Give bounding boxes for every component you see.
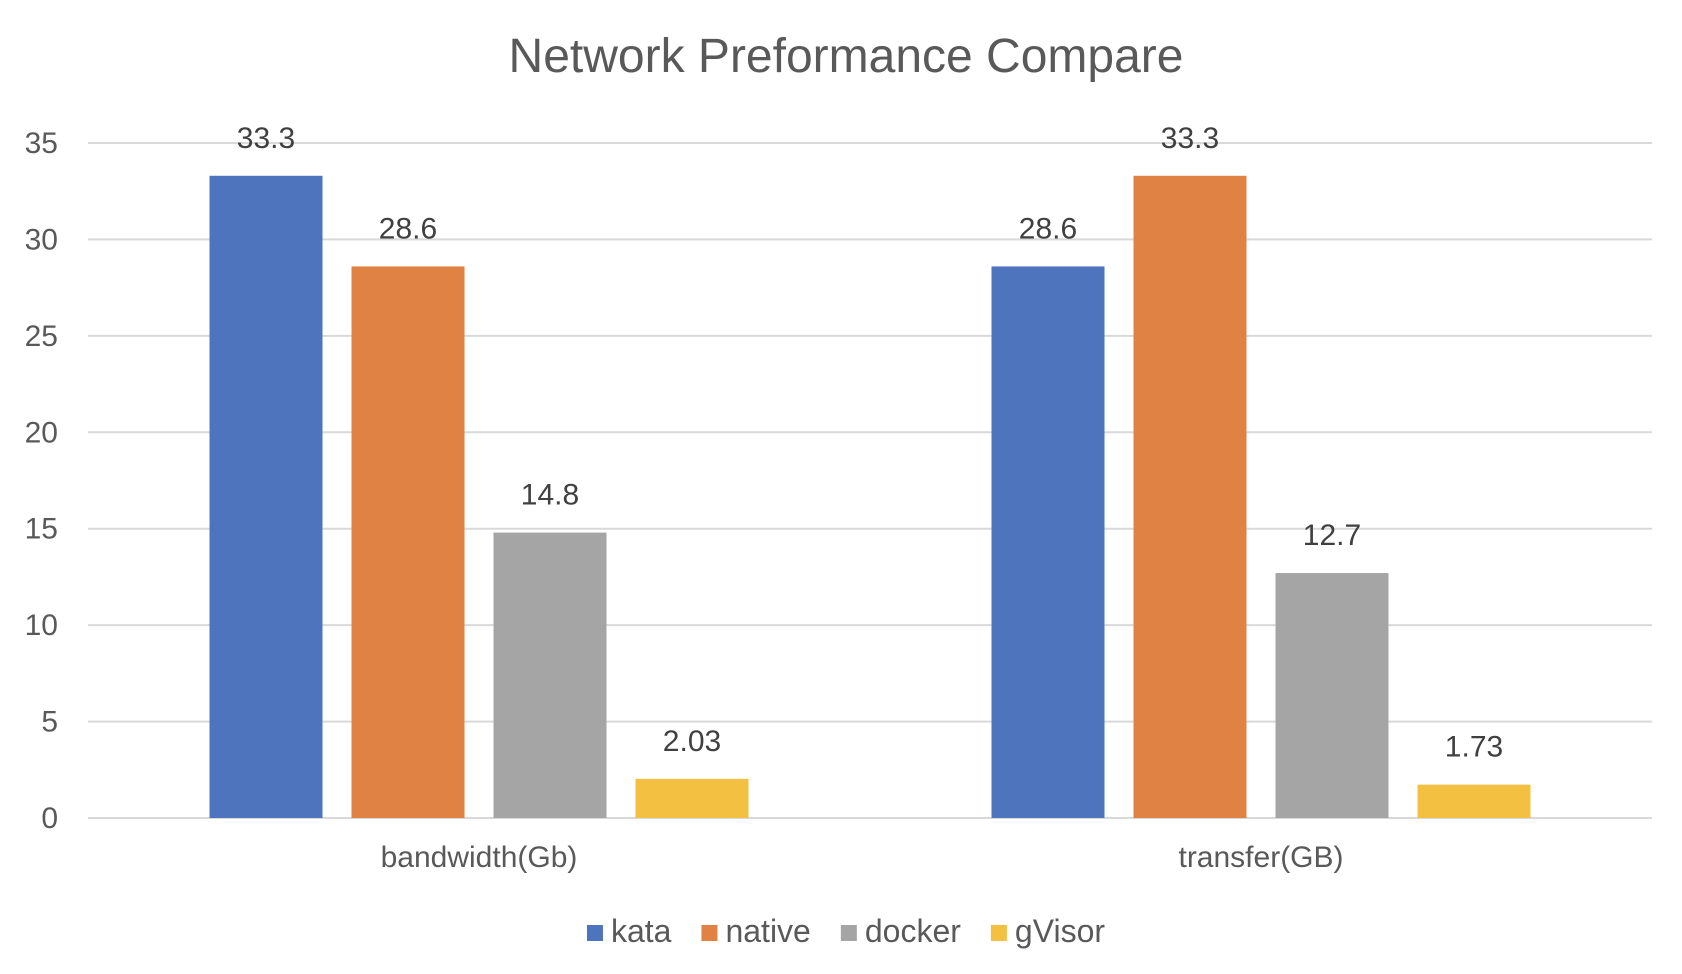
bar-gVisor-1 [635,778,749,818]
legend-item-kata: kata [586,913,672,949]
bar-native-1 [351,266,465,818]
legend-label: docker [865,913,961,949]
legend-swatch [990,925,1007,941]
bar-kata-2 [991,266,1105,818]
legend-label: native [725,913,810,949]
y-tick-label: 0 [41,802,58,835]
bar-docker-2 [1275,573,1389,818]
legend-swatch [840,925,857,941]
data-label: 28.6 [1019,212,1077,245]
y-tick-label: 20 [25,416,58,449]
bar-kata-1 [209,175,323,819]
data-label: 2.03 [663,725,721,758]
data-label: 14.8 [521,479,579,512]
data-label: 12.7 [1303,519,1361,552]
y-tick-label: 15 [25,513,58,546]
legend-item-native: native [701,913,811,949]
bars [209,175,1531,819]
legend-label: gVisor [1015,913,1105,949]
legend: kata native docker gVisor [586,913,1105,949]
legend-item-docker: docker [840,913,961,949]
category-label: bandwidth(Gb) [381,841,578,874]
data-label: 28.6 [379,212,437,245]
data-label: 33.3 [237,122,295,155]
y-tick-label: 10 [25,609,58,642]
legend-swatch [586,925,603,941]
y-tick-label: 30 [25,223,58,256]
data-label: 1.73 [1445,731,1503,764]
chart-title: Network Preformance Compare [509,30,1184,83]
legend-swatch [701,925,718,941]
legend-item-gVisor: gVisor [990,913,1105,949]
bar-docker-1 [493,532,607,818]
y-tick-label: 5 [41,706,58,739]
bar-gVisor-2 [1417,784,1531,818]
legend-label: kata [611,913,672,949]
x-axis-categories: bandwidth(Gb) transfer(GB) [381,841,1344,874]
data-labels: 33.3 28.6 14.8 2.03 28.6 33.3 12.7 1.73 [237,122,1503,764]
bar-native-2 [1133,175,1247,819]
category-label: transfer(GB) [1178,841,1343,874]
data-label: 33.3 [1161,122,1219,155]
gridlines [88,142,1652,819]
y-tick-label: 35 [25,127,58,160]
y-tick-label: 25 [25,320,58,353]
y-axis-ticks: 0 5 10 15 20 25 30 35 [25,127,58,835]
